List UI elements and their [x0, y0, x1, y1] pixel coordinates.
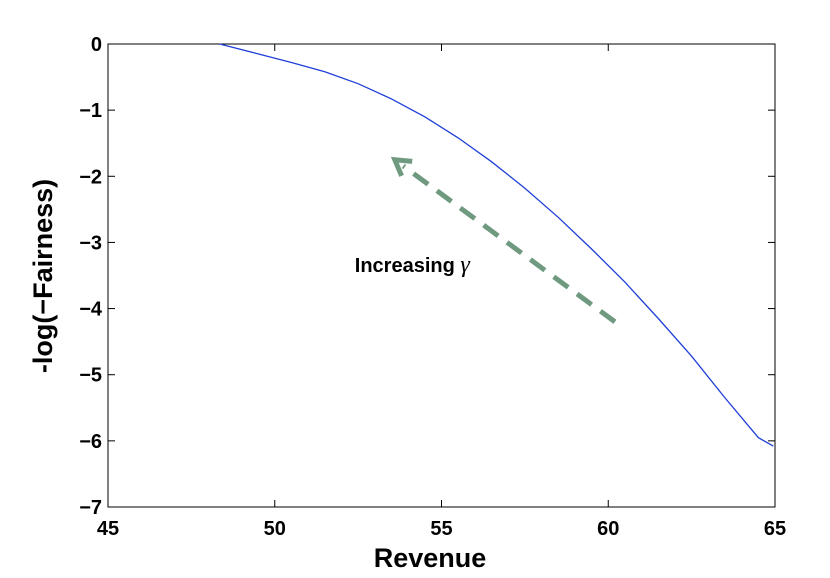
x-axis-label: Revenue [374, 543, 487, 573]
arrow-head-icon [390, 156, 413, 177]
y-tick-label: −3 [79, 232, 102, 254]
series-layer [219, 43, 774, 447]
annotation-label: Increasing [355, 255, 461, 277]
annotation-symbol: γ [460, 252, 470, 278]
annotation-text: Increasing γ [355, 252, 471, 278]
x-tick-label: 65 [764, 518, 786, 540]
series-line [219, 43, 774, 447]
y-axis-label: -log(−Fairness) [28, 179, 58, 373]
y-tick-label: −6 [79, 431, 102, 453]
y-axis: 0 −1 −2 −3 −4 −5 −6 −7 [79, 34, 775, 519]
y-tick-label: −2 [79, 166, 102, 188]
x-tick-label: 60 [597, 518, 619, 540]
y-tick-label: −7 [79, 497, 102, 519]
y-tick-label: −4 [79, 299, 103, 321]
x-tick-label: 55 [430, 518, 452, 540]
y-tick-label: −1 [79, 100, 102, 122]
arrow-shaft [401, 163, 617, 324]
y-tick-label: −5 [79, 365, 102, 387]
annotation-layer: Increasing γ [355, 156, 617, 324]
x-tick-label: 50 [264, 518, 286, 540]
x-axis: 45 50 55 60 65 [97, 44, 786, 540]
x-tick-label: 45 [97, 518, 119, 540]
y-tick-label: 0 [91, 34, 102, 56]
